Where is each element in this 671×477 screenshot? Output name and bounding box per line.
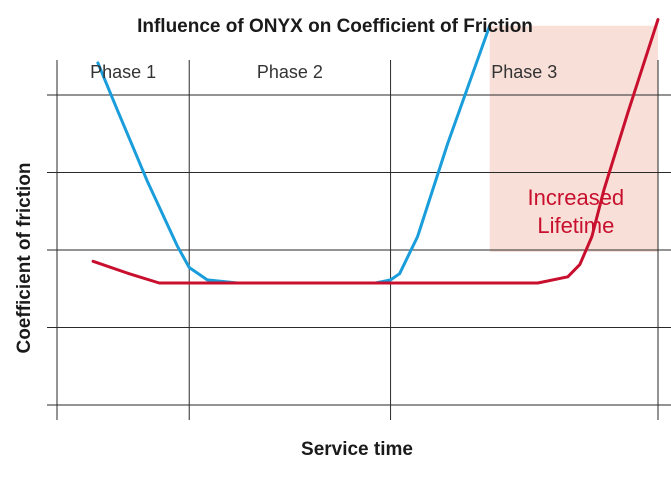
phase-label-2: Phase 2 [257, 62, 323, 82]
phase-label-3: Phase 3 [491, 62, 557, 82]
series-line-red [91, 18, 660, 285]
increased-lifetime-label: Increased Lifetime [528, 185, 625, 238]
increased-lifetime-label-line-1: Increased [528, 185, 625, 210]
x-axis-label: Service time [301, 439, 413, 460]
increased-lifetime-label-line-2: Lifetime [537, 213, 614, 238]
chart-title: Influence of ONYX on Coefficient of Fric… [137, 16, 533, 37]
phase-label-1: Phase 1 [90, 62, 156, 82]
increased-lifetime-region [489, 25, 658, 253]
y-axis-label: Coefficient of friction [14, 162, 35, 353]
